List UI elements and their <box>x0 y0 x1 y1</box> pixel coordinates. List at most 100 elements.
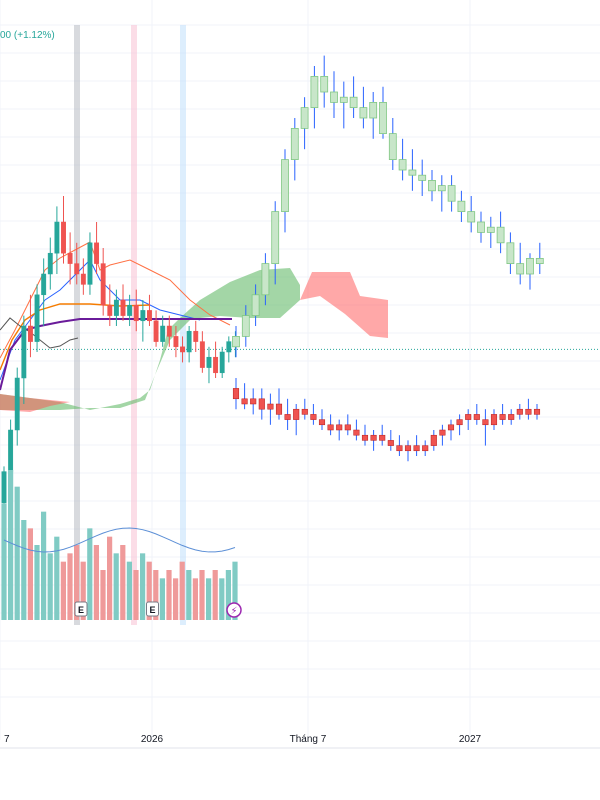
volume-bar <box>41 511 47 620</box>
upper-candle <box>535 257 544 264</box>
volume-bar <box>100 570 106 620</box>
upper-candle <box>359 107 368 119</box>
upper-candle <box>437 185 446 192</box>
upper-candle <box>300 107 309 129</box>
projected-candle <box>275 403 283 415</box>
projected-candle <box>353 429 360 436</box>
projected-candle <box>250 398 257 405</box>
projected-candle <box>293 408 300 420</box>
upper-candle <box>339 96 348 103</box>
volume-bar <box>166 570 172 620</box>
volume-bar <box>159 578 165 620</box>
candle <box>213 356 219 374</box>
volume-bar <box>74 545 80 620</box>
upper-candle <box>241 315 250 337</box>
volume-bar <box>113 553 119 620</box>
projected-candle <box>327 424 334 431</box>
upper-candle <box>251 294 260 316</box>
candle <box>41 273 47 296</box>
projected-candle <box>499 414 506 420</box>
volume-bar <box>232 561 238 620</box>
upper-candle <box>310 76 319 109</box>
projected-candle <box>344 424 351 431</box>
upper-candle <box>477 221 485 233</box>
volume-bar <box>192 578 198 620</box>
projected-candle <box>465 414 472 420</box>
upper-candle <box>349 96 358 108</box>
projected-candle <box>241 398 248 405</box>
candle <box>140 310 146 322</box>
volume-bar <box>8 470 14 620</box>
volume-bar <box>146 561 152 620</box>
volume-bar <box>21 520 27 620</box>
volume-bar <box>140 553 146 620</box>
event-marker-box <box>74 601 88 617</box>
candle <box>80 273 86 285</box>
upper-candle <box>320 76 329 93</box>
projected-candle <box>258 398 265 410</box>
candle <box>8 429 14 472</box>
event-marker-label: E <box>78 605 84 615</box>
candle <box>67 252 73 264</box>
kijun-line <box>0 241 231 359</box>
projected-candle <box>301 408 308 415</box>
grid-lines <box>0 0 600 749</box>
volume-bar <box>67 553 73 620</box>
projected-candle <box>396 445 403 452</box>
x-tick-label: 7 <box>4 734 10 745</box>
volume-bar <box>27 528 33 620</box>
projected-candle <box>482 419 489 426</box>
projected-candle <box>456 419 463 426</box>
upper-candle <box>496 226 505 244</box>
volume-bar <box>14 486 20 620</box>
chikou-line <box>0 317 79 349</box>
candle-series[interactable] <box>1 196 238 534</box>
candle <box>120 299 126 316</box>
volume-bar <box>219 578 225 620</box>
upper-candle <box>526 257 534 275</box>
candle <box>147 310 152 322</box>
projected-candle <box>490 414 498 426</box>
upper-candle <box>467 211 476 223</box>
projected-candle <box>284 414 291 420</box>
candle <box>153 320 159 342</box>
volume-bar <box>93 545 99 620</box>
projected-candle <box>310 414 317 420</box>
projected-candle <box>404 445 412 452</box>
event-marker-label: E <box>149 605 155 615</box>
candle <box>21 325 27 379</box>
candle <box>127 304 133 316</box>
volume-bar <box>120 545 126 620</box>
projected-candle <box>473 414 480 420</box>
projected-candle <box>379 434 386 441</box>
upper-candle <box>447 185 456 202</box>
candle <box>14 377 20 431</box>
candle <box>113 299 119 316</box>
candle <box>34 294 40 342</box>
upper-candle <box>388 133 397 161</box>
projected-candle <box>387 440 394 446</box>
projected-candle <box>533 408 541 415</box>
volume-bar <box>206 578 212 620</box>
projected-candle <box>413 445 420 452</box>
event-markers[interactable]: E E ⚡ <box>74 601 242 618</box>
upper-candle <box>232 335 240 348</box>
upper-candle <box>261 263 270 296</box>
candle <box>160 325 166 342</box>
candle <box>74 263 80 275</box>
lightning-icon-glyph: ⚡ <box>230 606 237 617</box>
upper-candle <box>379 102 387 135</box>
projected-candle <box>447 424 455 431</box>
x-tick-label: 2026 <box>141 734 164 745</box>
candle <box>226 341 232 353</box>
upper-candle <box>457 200 466 212</box>
projected-candle <box>508 414 515 420</box>
volume-bar <box>47 553 53 620</box>
volume-bar <box>179 561 185 620</box>
candle <box>180 346 185 353</box>
lightning-icon <box>226 602 242 618</box>
upper-candle <box>418 174 427 181</box>
upper-candle <box>271 211 280 265</box>
candle <box>173 336 179 348</box>
